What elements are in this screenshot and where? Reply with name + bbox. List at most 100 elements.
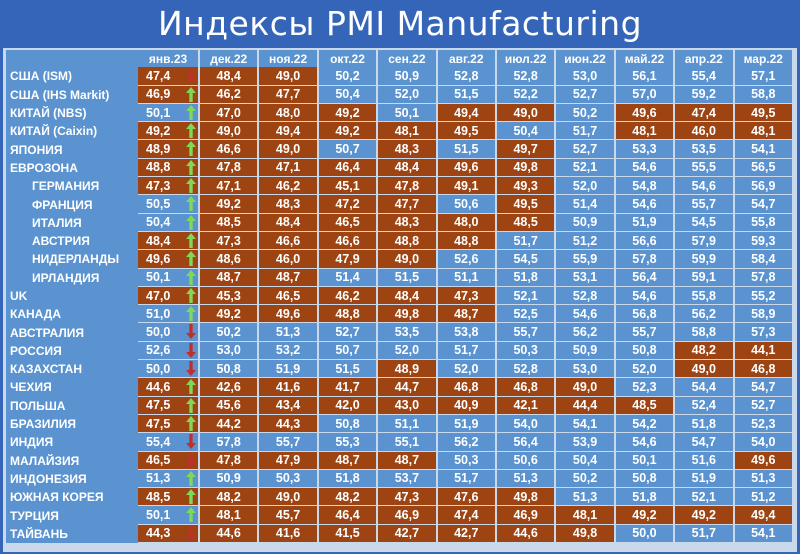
pmi-value-cell: 46,2 [259, 177, 319, 196]
pmi-value-cell: 53,1 [556, 268, 616, 287]
pmi-value: 44,6 [216, 526, 241, 541]
pmi-value: 52,7 [751, 398, 776, 413]
pmi-value: 50,6 [454, 197, 479, 212]
pmi-value: 57,9 [691, 233, 716, 248]
pmi-value: 46,4 [335, 508, 360, 523]
table-row: ПОЛЬША 47,5 45,6 43,4 42,0 43,0 40,9 42,1 44,4 48… [6, 396, 794, 415]
pmi-value-cell: 49,0 [259, 488, 319, 507]
pmi-value: 49,6 [454, 160, 479, 175]
pmi-value: 50,4 [513, 123, 538, 138]
pmi-value-cell: 48,0 [259, 103, 319, 123]
pmi-value-cell: 44,6 [138, 378, 201, 397]
pmi-value: 54,6 [632, 288, 657, 303]
pmi-value: 53,5 [394, 325, 420, 340]
pmi-value: 43,0 [394, 398, 420, 413]
pmi-value: 51,2 [572, 233, 598, 248]
pmi-value: 47,5 [146, 398, 171, 413]
pmi-value: 46,6 [216, 142, 241, 157]
pmi-value: 50,4 [572, 453, 598, 468]
pmi-value: 48,3 [394, 215, 420, 230]
pmi-value: 50,0 [632, 526, 657, 541]
pmi-table: янв.23 дек.22 ноя.22 окт.22 сен.22 авг.22 июл.… [6, 50, 794, 544]
pmi-value: 57,0 [632, 87, 657, 102]
pmi-value-cell: 50,0 [138, 360, 201, 379]
pmi-value: 46,5 [146, 453, 171, 468]
pmi-value: 51,5 [454, 87, 479, 102]
country-label: ФРАНЦИЯ [6, 195, 139, 214]
pmi-value: 51,7 [454, 471, 479, 486]
pmi-value: 50,6 [513, 453, 538, 468]
pmi-value: 44,3 [275, 416, 301, 431]
pmi-value-cell: 56,4 [496, 433, 557, 452]
pmi-value: 47,1 [216, 178, 241, 193]
pmi-value-cell: 54,5 [496, 250, 557, 269]
pmi-value-cell: 49,2 [318, 122, 379, 141]
pmi-value-cell: 45,1 [318, 177, 379, 196]
pmi-value: 51,4 [335, 270, 360, 285]
pmi-value-cell: 48,7 [259, 268, 319, 287]
pmi-value: 54,6 [632, 160, 657, 175]
pmi-value: 57,3 [751, 325, 776, 340]
pmi-value: 52,8 [572, 288, 598, 303]
pmi-value: 44,7 [394, 379, 420, 394]
pmi-value: 46,8 [513, 379, 538, 394]
pmi-value: 57,8 [632, 251, 657, 266]
country-label: ЯПОНИЯ [6, 140, 139, 159]
pmi-value-cell: 50,5 [138, 195, 201, 214]
pmi-value: 45,3 [216, 288, 241, 303]
pmi-value-cell: 47,8 [200, 451, 260, 470]
pmi-value: 53,0 [572, 361, 598, 376]
pmi-value: 50,2 [216, 325, 241, 340]
arrow-up-icon [186, 397, 197, 413]
country-label: ГЕРМАНИЯ [6, 177, 139, 196]
arrow-up-icon [186, 470, 197, 486]
pmi-value: 55,8 [751, 215, 776, 230]
country-label: РОССИЯ [6, 341, 139, 361]
pmi-value-cell: 49,5 [496, 195, 557, 214]
pmi-value-cell: 57,1 [734, 67, 794, 86]
pmi-value-cell: 49,0 [556, 378, 616, 397]
table-row: АВСТРИЯ 48,4 47,3 46,6 46,6 48,8 48,8 51,7 51,2 5… [6, 231, 794, 251]
pmi-value-cell: 42,1 [496, 396, 557, 415]
pmi-value: 50,2 [572, 471, 598, 486]
pmi-value-cell: 48,1 [378, 122, 438, 141]
pmi-value-cell: 44,6 [200, 524, 260, 544]
pmi-value-cell: 42,7 [378, 524, 438, 544]
column-header: ноя.22 [259, 50, 319, 68]
pmi-value-cell: 56,8 [615, 305, 676, 324]
pmi-value-cell: 55,8 [675, 286, 735, 306]
pmi-value-cell: 58,9 [734, 305, 794, 324]
table-row: ИРЛАНДИЯ 50,1 48,7 48,7 51,4 51,5 51,1 51,8 53,1… [6, 268, 794, 287]
pmi-value-cell: 43,0 [378, 396, 438, 415]
pmi-value-cell: 51,5 [378, 268, 438, 287]
pmi-value: 55,4 [146, 434, 171, 449]
pmi-value-cell: 47,9 [259, 451, 319, 470]
pmi-value-cell: 55,7 [496, 323, 557, 342]
pmi-value: 49,0 [513, 105, 538, 120]
pmi-value: 48,1 [572, 508, 598, 523]
pmi-value-cell: 46,4 [318, 506, 379, 525]
pmi-value: 50,9 [394, 68, 420, 83]
pmi-value-cell: 50,3 [437, 451, 497, 470]
arrow-up-icon [186, 415, 197, 431]
pmi-value: 48,5 [513, 215, 538, 230]
pmi-value-cell: 49,2 [675, 506, 735, 525]
pmi-value-cell: 56,1 [615, 67, 676, 86]
pmi-value: 51,3 [751, 471, 776, 486]
pmi-value: 49,3 [513, 178, 538, 193]
pmi-value-cell: 48,7 [378, 451, 438, 470]
pmi-value-cell: 48,5 [200, 213, 260, 232]
pmi-value-cell: 52,2 [496, 85, 557, 104]
pmi-value: 51,8 [632, 489, 657, 504]
pmi-value: 44,2 [216, 416, 241, 431]
pmi-value: 52,1 [691, 489, 716, 504]
pmi-value-cell: 45,6 [200, 396, 260, 415]
pmi-value: 48,0 [454, 215, 479, 230]
pmi-value-cell: 51,3 [734, 469, 794, 489]
pmi-value: 50,8 [632, 471, 657, 486]
pmi-value: 47,3 [454, 288, 479, 303]
pmi-value-cell: 48,1 [556, 506, 616, 525]
pmi-value-cell: 47,0 [200, 103, 260, 123]
pmi-value: 52,6 [454, 251, 479, 266]
pmi-value-cell: 54,6 [675, 177, 735, 196]
